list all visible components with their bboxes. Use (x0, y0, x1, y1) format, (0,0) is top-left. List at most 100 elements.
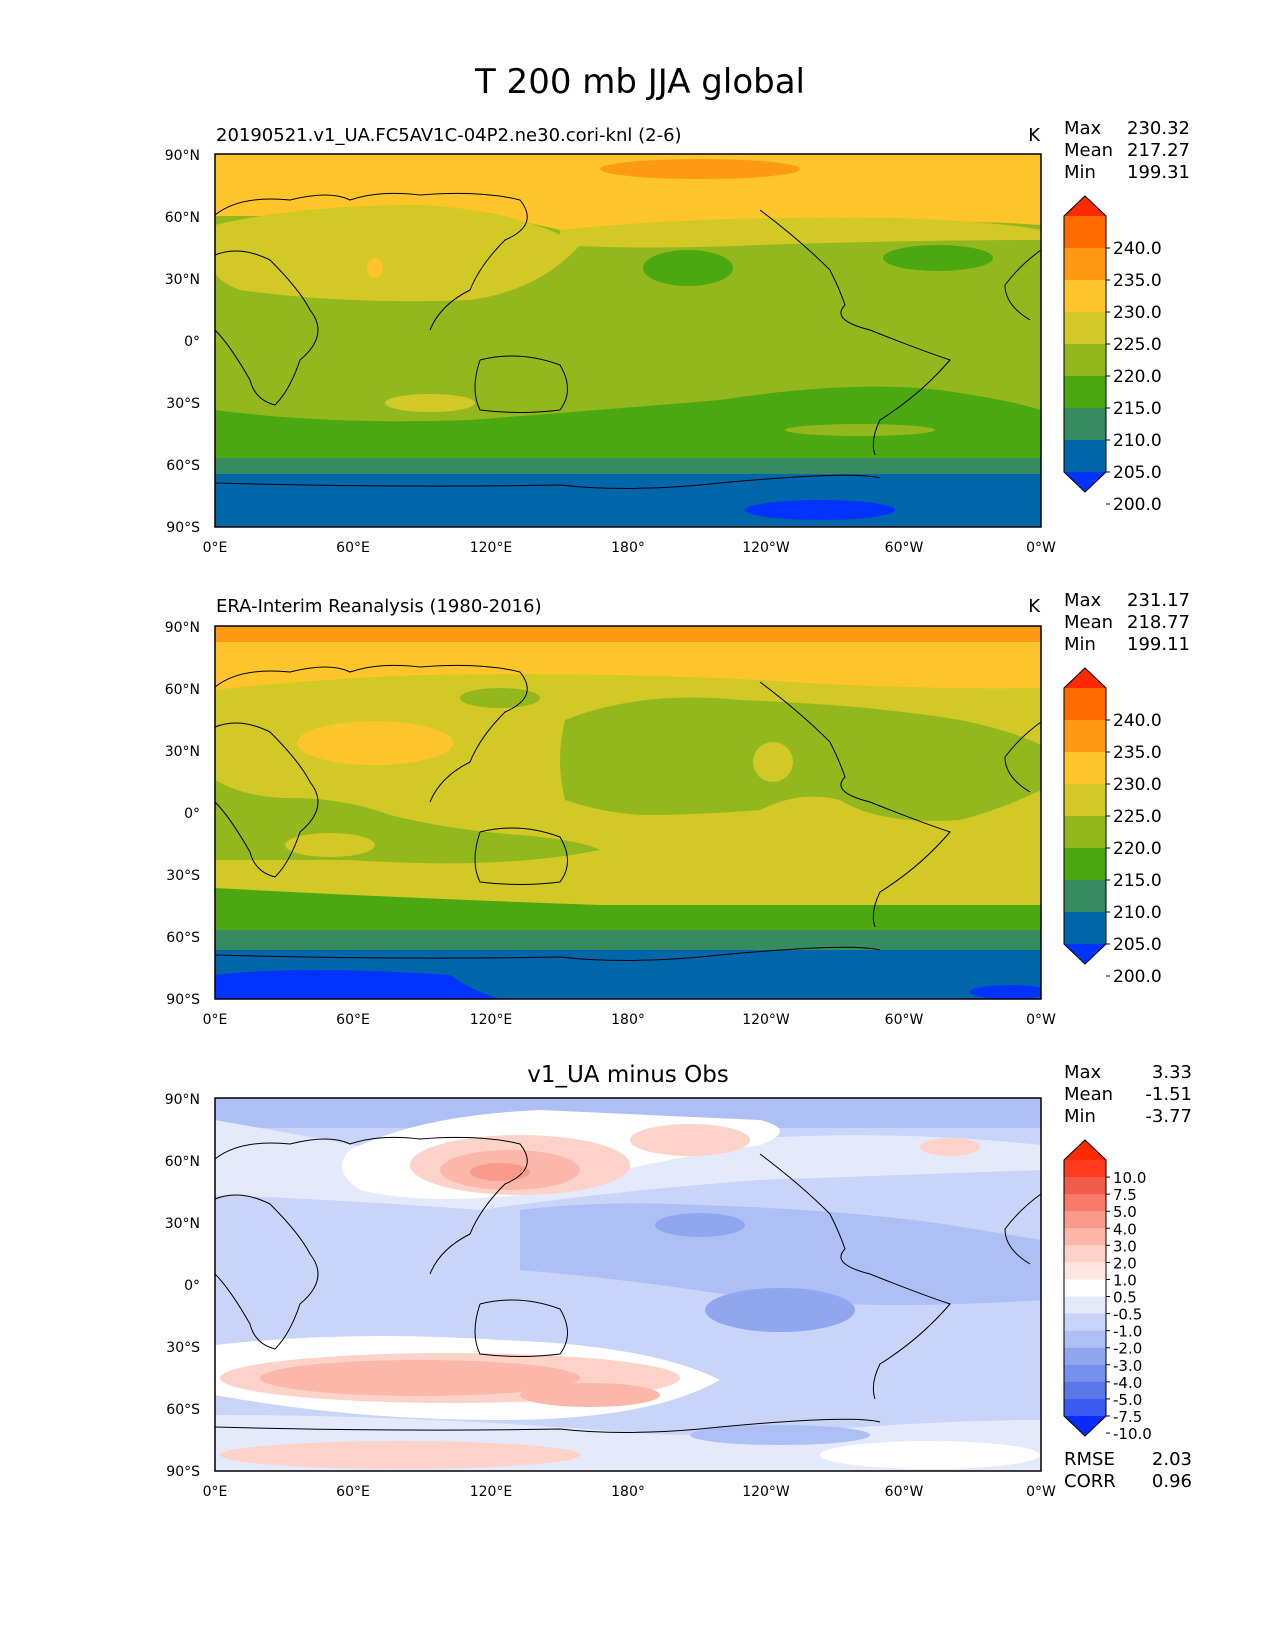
colorbar-tick-label: 200.0 (1113, 967, 1162, 987)
field-band-lt200-east (970, 985, 1041, 999)
map-field (215, 1098, 1041, 1471)
coastlines (214, 664, 1042, 961)
lat-tick: 90°S (166, 992, 200, 1008)
lat-tick: 60°N (165, 682, 200, 698)
lon-tick: 0°W (1026, 1484, 1056, 1500)
lon-tick: 0°W (1026, 540, 1056, 556)
corr-value: 0.96 (1152, 1471, 1192, 1492)
colorbar-segment (1064, 280, 1106, 313)
lat-tick: 90°N (165, 148, 200, 164)
lat-tick: 0° (184, 806, 200, 822)
stat-min: -3.77 (1145, 1106, 1192, 1127)
lat-tick: 0° (184, 334, 200, 350)
colorbar-segment (1064, 216, 1106, 249)
field-diff-neg-npac (655, 1213, 745, 1237)
colorbar-extend-min (1064, 472, 1106, 492)
lon-axis: 0°E 60°E 120°E 180° 120°W 60°W 0°W (203, 540, 1056, 556)
lon-axis: 0°E 60°E 120°E 180° 120°W 60°W 0°W (203, 1012, 1056, 1028)
colorbar-segment (1064, 880, 1106, 913)
colorbar-tick-label: 5.0 (1113, 1203, 1137, 1221)
field-band-220-pacific (560, 217, 1041, 248)
lat-tick: 60°N (165, 210, 200, 226)
field-band-220-sio (285, 833, 375, 857)
colorbar-extend-min (1064, 1416, 1106, 1436)
field-diff-pos3 (470, 1163, 530, 1181)
coastlines (214, 192, 1042, 489)
field-band-205 (215, 930, 1041, 952)
colorbar-tick-label: 225.0 (1113, 807, 1162, 827)
lon-tick: 120°E (470, 1484, 513, 1500)
stat-label: Mean (1064, 612, 1113, 633)
colorbar-tick-label: 210.0 (1113, 431, 1162, 451)
colorbar-tick-label: -5.0 (1113, 1391, 1142, 1409)
stat-mean: 217.27 (1127, 140, 1190, 161)
colorbar-tick-label: 4.0 (1113, 1220, 1137, 1238)
map-frame (214, 1097, 1042, 1472)
stat-label: Min (1064, 1106, 1096, 1127)
lat-tick: 60°S (166, 1402, 200, 1418)
colorbar-extend-min (1064, 944, 1106, 964)
colorbar-segment (1064, 440, 1106, 473)
stat-max: 230.32 (1127, 118, 1190, 139)
colorbar: 10.07.55.04.03.02.01.00.5-0.5-1.0-2.0-3.… (1063, 1139, 1152, 1443)
stat-label: Max (1064, 590, 1102, 611)
colorbar-tick-label: 10.0 (1113, 1169, 1146, 1187)
rmse-value: 2.03 (1152, 1449, 1192, 1470)
colorbar: 240.0 235.0 230.0 225.0 220.0 215.0 210.0 205.0… (1063, 195, 1162, 515)
colorbar-tick-label: -3.0 (1113, 1357, 1142, 1375)
lat-tick: 90°N (165, 1092, 200, 1108)
lat-tick: 30°N (165, 272, 200, 288)
colorbar-segment (1064, 408, 1106, 441)
lon-tick: 0°E (203, 540, 228, 556)
metric-label: RMSE (1064, 1449, 1115, 1470)
colorbar-segment (1064, 1194, 1106, 1212)
field-band-lt200 (215, 970, 500, 999)
lat-tick: 30°S (166, 396, 200, 412)
map-field (215, 626, 1041, 999)
colorbar-tick-label: 220.0 (1113, 839, 1162, 859)
colorbar-tick-label: 235.0 (1113, 271, 1162, 291)
lat-tick: 90°S (166, 1464, 200, 1480)
lat-tick: 30°N (165, 744, 200, 760)
colorbar-segment (1064, 1330, 1106, 1349)
stat-min: 199.31 (1127, 162, 1190, 183)
field-band-230 (215, 626, 1041, 644)
lon-tick: 60°E (336, 540, 370, 556)
lon-tick: 60°W (885, 1484, 924, 1500)
lon-tick: 60°W (885, 540, 924, 556)
colorbar-segment (1064, 1381, 1106, 1400)
stat-mean: 218.77 (1127, 612, 1190, 633)
colorbar-segment (1064, 1228, 1106, 1246)
field-band-220-sio (385, 394, 475, 412)
figure-title: T 200 mb JJA global (474, 62, 805, 102)
colorbar-tick-label: 230.0 (1113, 775, 1162, 795)
map-frame (214, 625, 1042, 1000)
colorbar-tick-label: 205.0 (1113, 463, 1162, 483)
colorbar-segment (1064, 1313, 1106, 1332)
colorbar-tick-label: 1.0 (1113, 1271, 1137, 1289)
colorbar-tick-label: 240.0 (1113, 239, 1162, 259)
colorbar-segment (1064, 784, 1106, 817)
lon-tick: 120°E (470, 540, 513, 556)
units-label: K (1028, 125, 1041, 146)
stat-label: Mean (1064, 1084, 1113, 1105)
colorbar-segment (1064, 1347, 1106, 1366)
stat-label: Max (1064, 1062, 1102, 1083)
lon-tick: 120°W (742, 540, 790, 556)
lon-axis: 0°E 60°E 120°E 180° 120°W 60°W 0°W (203, 1484, 1056, 1500)
field-diff-neg-pac (520, 1203, 1041, 1305)
field-band-220-asia (215, 205, 580, 302)
stat-max: 3.33 (1152, 1062, 1192, 1083)
colorbar-segment (1064, 720, 1106, 753)
colorbar-segment (1064, 248, 1106, 281)
stats-box: Max 3.33 Mean -1.51 Min -3.77 (1064, 1062, 1192, 1127)
lat-tick: 30°S (166, 1340, 200, 1356)
colorbar: 240.0 235.0 230.0 225.0 220.0 215.0 210.0 205.0… (1063, 667, 1162, 987)
panel-title: v1_UA minus Obs (527, 1062, 729, 1088)
colorbar-extend-max (1064, 1140, 1106, 1160)
lon-tick: 120°E (470, 1012, 513, 1028)
field-band-225-north (215, 642, 1041, 690)
lon-tick: 180° (611, 540, 645, 556)
field-diff-pos-atl (920, 1138, 980, 1156)
